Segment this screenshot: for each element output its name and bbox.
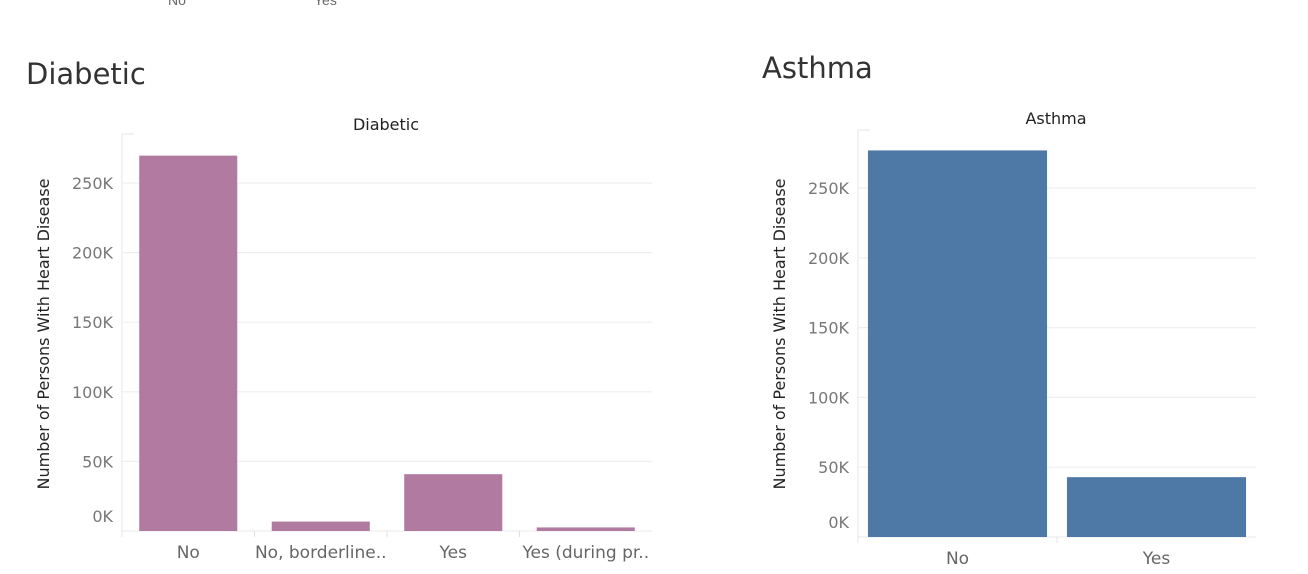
cut-tick-no: No <box>168 0 186 8</box>
diabetic-y-ticks: 0K 50K 100K 150K 200K 250K <box>72 174 114 526</box>
asthma-y-tick-label: 200K <box>808 249 850 268</box>
asthma-sheet-title: Asthma <box>762 51 873 85</box>
diabetic-x-tick-label: No, borderline.. <box>255 543 387 563</box>
diabetic-bar[interactable] <box>139 155 238 532</box>
asthma-x-tick-label: Yes <box>1142 549 1171 569</box>
diabetic-bar[interactable] <box>271 521 370 531</box>
asthma-y-ticks: 0K 50K 100K 150K 200K 250K <box>808 179 850 532</box>
diabetic-x-tick-label: Yes (during pr.. <box>521 543 649 563</box>
diabetic-chart: Diabetic Number of Persons With Heart Di… <box>34 115 652 563</box>
diabetic-bar[interactable] <box>536 527 635 531</box>
cut-tick-yes: Yes <box>314 0 337 8</box>
asthma-y-tick-label: 0K <box>828 513 849 532</box>
diabetic-y-tick-label: 0K <box>92 507 113 526</box>
diabetic-x-tick-label: Yes <box>439 543 468 563</box>
asthma-bar[interactable] <box>1066 477 1247 537</box>
diabetic-y-tick-label: 50K <box>82 452 113 471</box>
asthma-y-tick-label: 50K <box>818 458 849 477</box>
diabetic-y-axis-label: Number of Persons With Heart Disease <box>34 178 53 489</box>
asthma-bars <box>867 150 1247 537</box>
diabetic-sheet-title: Diabetic <box>26 57 146 91</box>
asthma-x-tick-label: No <box>946 549 969 569</box>
asthma-chart-title: Asthma <box>1025 109 1086 128</box>
asthma-bar[interactable] <box>867 150 1048 537</box>
asthma-y-tick-label: 100K <box>808 388 850 407</box>
asthma-y-tick-label: 250K <box>808 179 850 198</box>
diabetic-bars <box>139 155 635 532</box>
asthma-chart: Asthma Number of Persons With Heart Dise… <box>770 109 1256 569</box>
diabetic-y-tick-label: 250K <box>72 174 114 193</box>
diabetic-y-tick-label: 200K <box>72 244 114 263</box>
diabetic-x-ticks: No No, borderline.. Yes Yes (during pr.. <box>177 543 649 563</box>
diabetic-bar[interactable] <box>404 474 503 531</box>
diabetic-x-tick-label: No <box>177 543 200 563</box>
diabetic-y-tick-label: 150K <box>72 313 114 332</box>
asthma-x-ticks: No Yes <box>946 549 1170 569</box>
diabetic-chart-title: Diabetic <box>353 115 419 134</box>
asthma-y-axis-label: Number of Persons With Heart Disease <box>770 178 789 489</box>
diabetic-y-tick-label: 100K <box>72 383 114 402</box>
asthma-y-tick-label: 150K <box>808 319 850 338</box>
